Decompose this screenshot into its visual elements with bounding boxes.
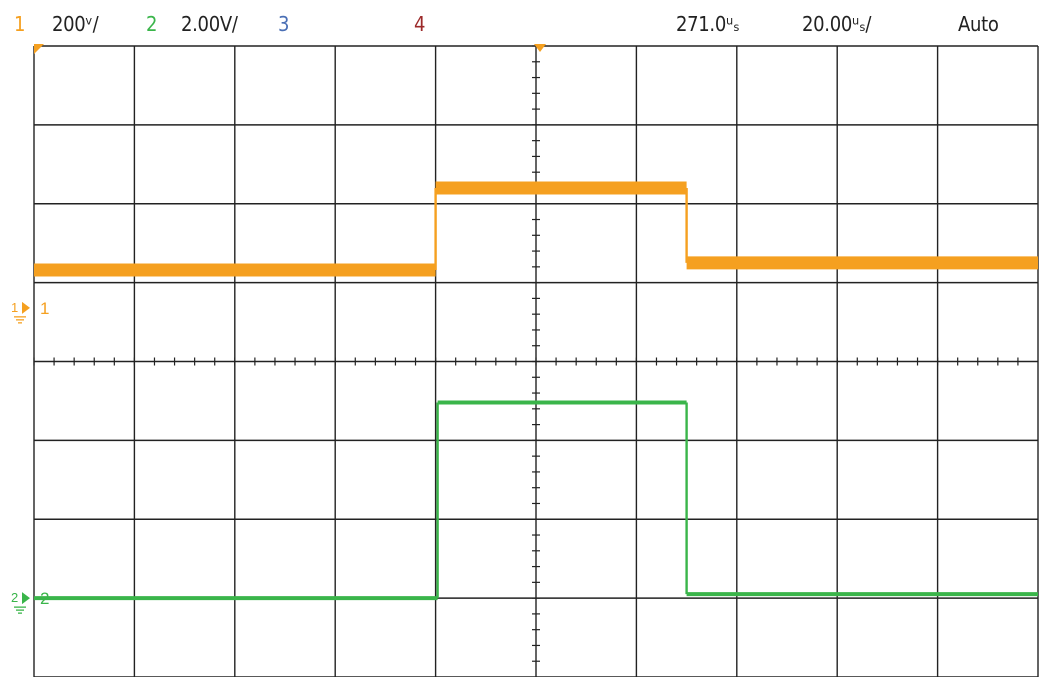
ground-marker-label: 1	[11, 300, 18, 315]
trigger-mode[interactable]: Auto	[958, 12, 999, 36]
channel-1-number[interactable]: 1	[14, 12, 26, 36]
trigger-markers	[34, 44, 546, 54]
time-offset[interactable]: 271.0ᵘₛ	[676, 12, 740, 36]
ground-marker-label: 2	[11, 590, 18, 605]
trigger-position-marker	[534, 44, 546, 52]
ground-markers: 1 1 2 2	[11, 299, 49, 614]
channel-1-scale[interactable]: 200ᵛ/	[52, 12, 99, 36]
left-edge-marker	[34, 44, 44, 54]
graticule	[33, 45, 1039, 677]
waveform-traces	[34, 181, 1038, 601]
channel-3-number[interactable]: 3	[278, 12, 290, 36]
status-bar: 1 200ᵛ/ 2 2.00V/ 3 4 271.0ᵘₛ 20.00ᵘₛ/ Au…	[0, 0, 1040, 46]
channel-trace-label: 2	[40, 589, 49, 608]
time-per-division[interactable]: 20.00ᵘₛ/	[802, 12, 872, 36]
ground-marker-arrow-1	[22, 301, 30, 314]
channel-2-scale[interactable]: 2.00V/	[181, 12, 238, 36]
channel-trace-label: 1	[40, 299, 49, 318]
ground-marker-arrow-2	[22, 592, 30, 605]
channel-2-number[interactable]: 2	[146, 12, 158, 36]
channel-4-number[interactable]: 4	[414, 12, 426, 36]
